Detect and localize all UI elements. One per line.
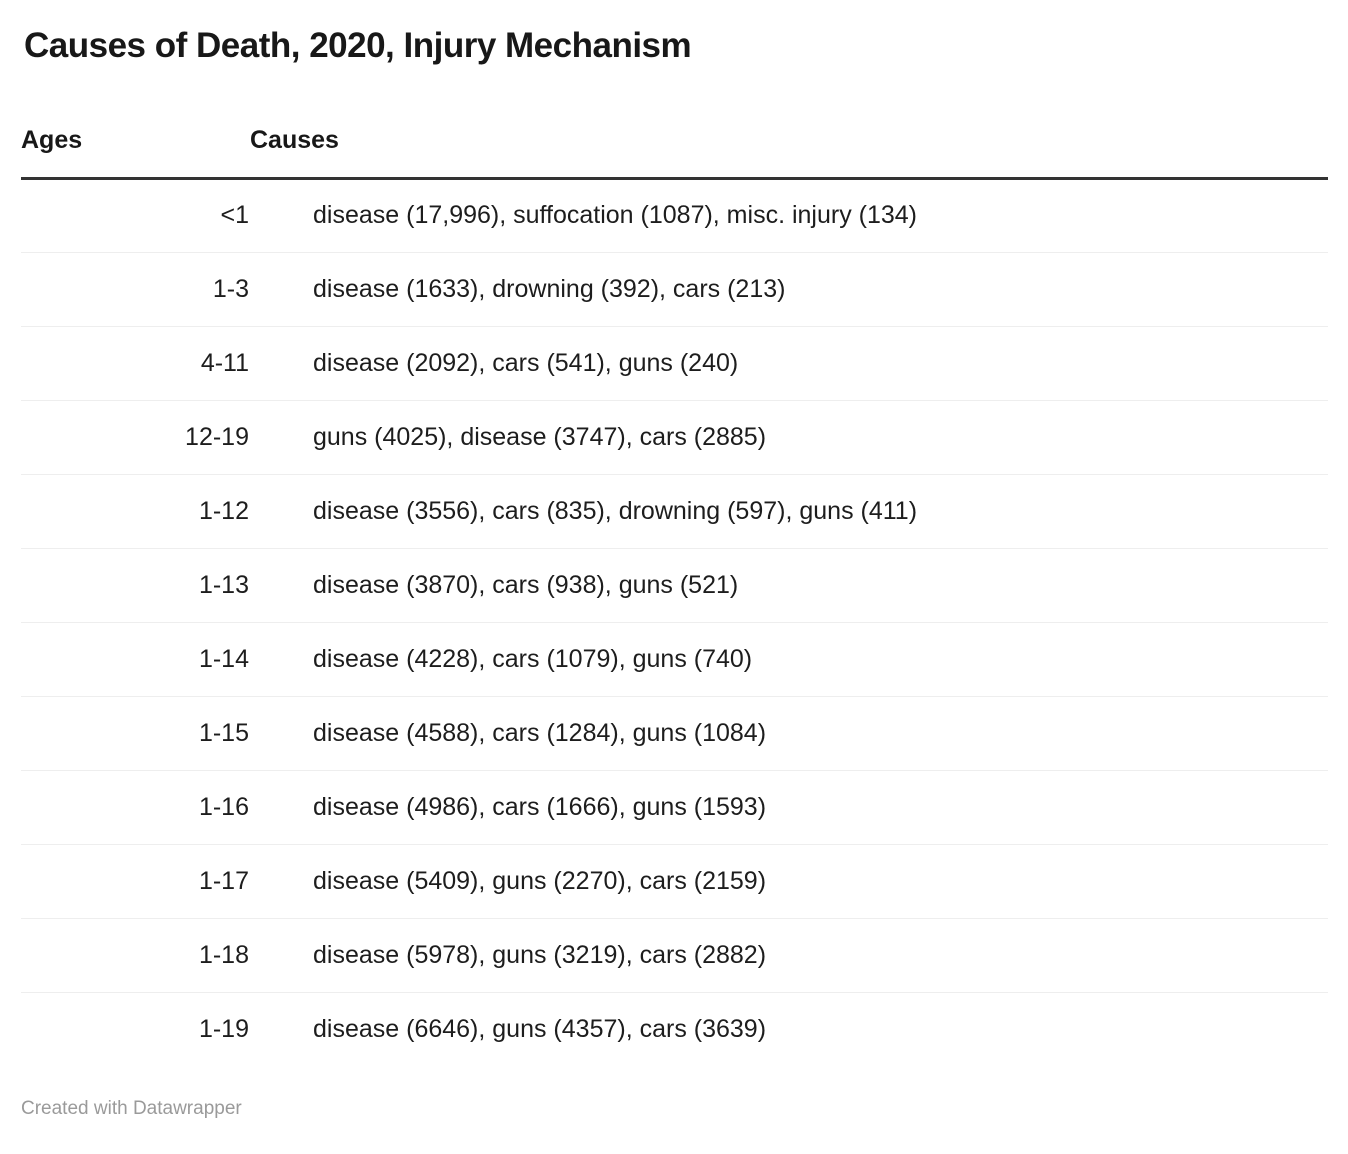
causes-cell: disease (3556), cars (835), drowning (59… xyxy=(250,474,1328,549)
causes-of-death-table: Ages Causes <1 disease (17,996), suffoca… xyxy=(21,111,1328,1067)
ages-cell: 1-14 xyxy=(21,622,250,697)
ages-cell: 1-12 xyxy=(21,474,250,549)
ages-cell: 1-15 xyxy=(21,696,250,771)
causes-cell: disease (3870), cars (938), guns (521) xyxy=(250,548,1328,623)
causes-cell: disease (4986), cars (1666), guns (1593) xyxy=(250,770,1328,845)
ages-cell: 1-19 xyxy=(198,1015,249,1043)
table-row: 1-17 disease (5409), guns (2270), cars (… xyxy=(21,844,1328,919)
causes-cell: disease (17,996), suffocation (1087), mi… xyxy=(250,178,1328,253)
ages-cell: 1-16 xyxy=(21,770,250,845)
causes-cell: disease (6646), guns (4357), cars (3639) xyxy=(313,1015,767,1043)
table-row: 1-19 disease (6646), guns (4357), cars (… xyxy=(21,992,1328,1066)
causes-cell: disease (4228), cars (1079), guns (740) xyxy=(250,622,1328,697)
attribution-text: Created with Datawrapper xyxy=(21,1098,242,1120)
causes-cell: guns (4025), disease (3747), cars (2885) xyxy=(250,400,1328,475)
ages-cell: 12-19 xyxy=(21,400,250,475)
causes-cell: disease (4588), cars (1284), guns (1084) xyxy=(250,696,1328,771)
causes-cell: disease (5978), guns (3219), cars (2882) xyxy=(250,918,1328,993)
causes-cell: disease (5409), guns (2270), cars (2159) xyxy=(250,844,1328,919)
table-row: 1-13 disease (3870), cars (938), guns (5… xyxy=(21,548,1328,623)
table-row: 1-15 disease (4588), cars (1284), guns (… xyxy=(21,696,1328,771)
ages-cell: 1-13 xyxy=(21,548,250,623)
page-title: Causes of Death, 2020, Injury Mechanism xyxy=(24,26,692,65)
ages-cell: 1-3 xyxy=(21,252,250,327)
header-row: Ages Causes xyxy=(21,111,1328,180)
table-row: <1 disease (17,996), suffocation (1087),… xyxy=(21,178,1328,253)
table-row: 1-3 disease (1633), drowning (392), cars… xyxy=(21,252,1328,327)
column-header-ages: Ages xyxy=(21,111,250,180)
ages-cell: 1-18 xyxy=(21,918,250,993)
causes-cell: disease (1633), drowning (392), cars (21… xyxy=(250,252,1328,327)
table-body: <1 disease (17,996), suffocation (1087),… xyxy=(21,178,1328,1066)
causes-cell: disease (2092), cars (541), guns (240) xyxy=(250,326,1328,401)
ages-cell: 1-17 xyxy=(21,844,250,919)
table-row: 1-18 disease (5978), guns (3219), cars (… xyxy=(21,918,1328,993)
table-row: 1-16 disease (4986), cars (1666), guns (… xyxy=(21,770,1328,845)
table-row: 12-19 guns (4025), disease (3747), cars … xyxy=(21,400,1328,475)
column-header-causes: Causes xyxy=(250,111,1328,180)
ages-cell: 4-11 xyxy=(21,326,250,401)
ages-cell: <1 xyxy=(21,178,250,253)
table-row: 4-11 disease (2092), cars (541), guns (2… xyxy=(21,326,1328,401)
table-header: Ages Causes xyxy=(21,111,1328,180)
table-row: 1-14 disease (4228), cars (1079), guns (… xyxy=(21,622,1328,697)
table-row: 1-12 disease (3556), cars (835), drownin… xyxy=(21,474,1328,549)
